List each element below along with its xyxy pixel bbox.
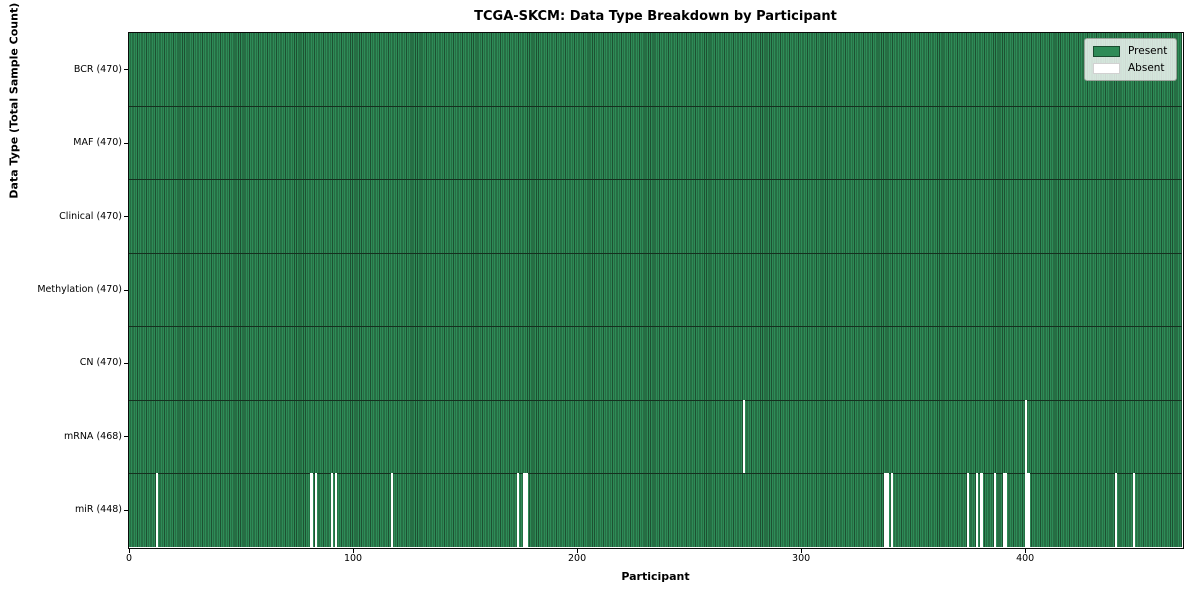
absent-cell: [966, 473, 970, 548]
absent-cell: [314, 473, 318, 548]
absent-swatch-icon: [1093, 62, 1120, 74]
y-tick-label: miR (448): [74, 504, 122, 516]
y-tick-mark: [124, 142, 128, 144]
absent-cell: [980, 473, 983, 548]
x-tick-label: 300: [792, 553, 811, 564]
legend-entry-absent: Absent: [1093, 62, 1168, 74]
absent-cell: [1002, 473, 1006, 548]
present-swatch-icon: [1093, 45, 1120, 57]
y-tick-label: Clinical (470): [59, 210, 122, 222]
x-tick-mark: [129, 549, 130, 553]
absent-cell: [1025, 399, 1028, 475]
x-axis-label: Participant: [621, 570, 690, 583]
legend-entry-present: Present: [1093, 45, 1168, 57]
y-tick-mark: [124, 509, 128, 511]
x-tick-label: 400: [1016, 553, 1035, 564]
y-tick-mark: [124, 362, 128, 364]
absent-cell: [886, 473, 889, 548]
absent-cell: [155, 473, 159, 548]
y-tick-label: MAF (470): [73, 137, 122, 149]
absent-cell: [330, 473, 333, 548]
chart-title: TCGA-SKCM: Data Type Breakdown by Partic…: [474, 9, 837, 24]
row-divider: [129, 179, 1182, 181]
absent-cell: [1025, 473, 1028, 548]
row-divider: [129, 326, 1182, 328]
absent-cell: [1005, 473, 1008, 548]
absent-cell: [516, 473, 519, 548]
absent-cell: [525, 473, 528, 548]
x-tick-mark: [353, 549, 355, 553]
y-tick-mark: [124, 436, 128, 438]
plot-area: Present Absent: [129, 33, 1182, 548]
absent-cell: [1114, 473, 1118, 548]
row-divider: [129, 473, 1182, 475]
y-tick-mark: [124, 69, 128, 71]
y-tick-label: Methylation (470): [37, 284, 122, 295]
x-tick-mark: [1025, 549, 1027, 553]
row-divider: [129, 252, 1182, 254]
x-tick-mark: [577, 549, 579, 553]
y-tick-label: mRNA (468): [63, 430, 122, 442]
x-tick-mark: [801, 549, 803, 553]
absent-cell: [335, 473, 338, 548]
absent-cell: [391, 473, 394, 548]
absent-cell: [975, 473, 979, 548]
row-divider: [129, 399, 1182, 401]
legend-present-label: Present: [1128, 45, 1168, 57]
absent-cell: [742, 399, 746, 475]
x-tick-label: 0: [125, 553, 133, 564]
x-tick-label: 100: [343, 553, 363, 564]
y-tick-mark: [124, 216, 128, 218]
absent-cell: [884, 473, 887, 548]
absent-cell: [890, 473, 894, 548]
y-axis-label: Data Type (Total Sample Count): [7, 2, 21, 199]
legend: Present Absent: [1084, 38, 1177, 81]
legend-absent-label: Absent: [1128, 62, 1165, 74]
absent-cell: [1027, 473, 1030, 548]
y-tick-mark: [124, 289, 128, 291]
row-divider: [129, 105, 1182, 107]
absent-cell: [523, 473, 526, 548]
absent-cell: [993, 473, 997, 548]
absent-cell: [310, 473, 313, 548]
absent-cell: [1132, 473, 1135, 548]
x-tick-label: 200: [568, 553, 587, 564]
y-tick-label: BCR (470): [73, 63, 122, 75]
y-tick-label: CN (470): [79, 357, 122, 369]
